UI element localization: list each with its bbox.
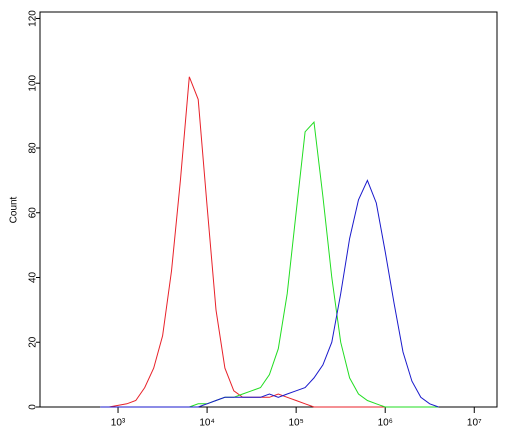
y-tick-label: 0 (28, 404, 39, 410)
y-tick-label: 120 (28, 10, 39, 27)
x-tick-label: 10⁷ (467, 418, 482, 429)
histogram-line (100, 179, 439, 408)
y-tick-label: 40 (28, 271, 39, 283)
y-tick-label: 20 (28, 336, 39, 348)
x-tick-label: 10⁶ (378, 418, 393, 429)
x-tick-label: 10³ (111, 418, 126, 429)
y-tick-label: 80 (28, 142, 39, 154)
histogram-line (100, 76, 439, 408)
y-tick-label: 60 (28, 207, 39, 219)
x-tick-label: 10⁴ (199, 418, 214, 429)
x-tick-label: 10⁵ (289, 418, 304, 429)
y-tick-label: 100 (28, 74, 39, 91)
plot-frame (39, 11, 498, 408)
y-axis-label: Count (9, 196, 20, 223)
